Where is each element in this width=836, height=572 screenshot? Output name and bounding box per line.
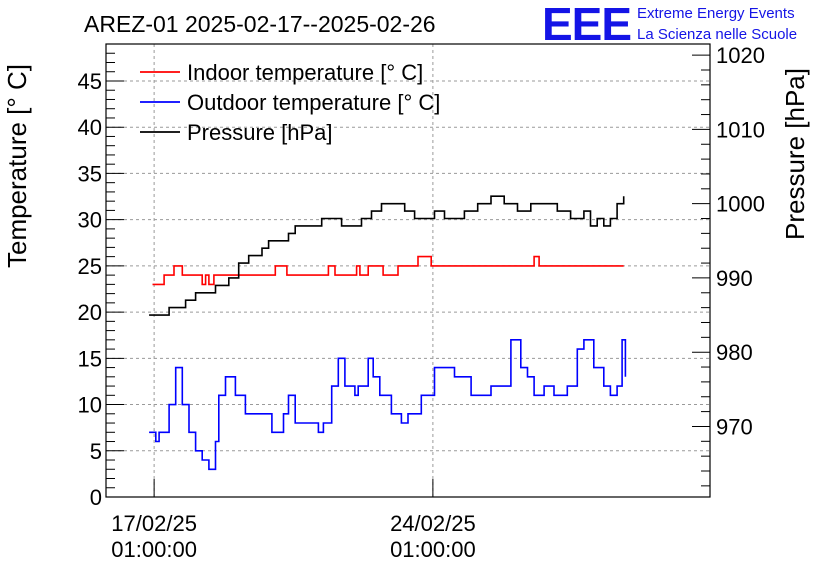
chart-title: AREZ-01 2025-02-17--2025-02-26 (84, 11, 436, 37)
legend-label-2: Outdoor temperature [° C] (187, 90, 440, 115)
y-tick-label: 40 (78, 115, 102, 140)
eee-logo: EEE Extreme Energy Events La Scienza nel… (542, 0, 797, 50)
series-line-2 (149, 339, 627, 471)
y2-tick-label: 980 (716, 340, 753, 365)
x-tick-date: 17/02/25 (111, 511, 197, 536)
y2-tick-label: 1000 (716, 192, 765, 217)
y-tick-label: 45 (78, 69, 102, 94)
logo-line1: Extreme Energy Events (637, 5, 795, 22)
y2-tick-label: 1010 (716, 117, 765, 142)
y-tick-label: 15 (78, 346, 102, 371)
x-tick-time: 01:00:00 (390, 537, 476, 562)
y-tick-label: 25 (78, 254, 102, 279)
logo-mark: EEE (542, 0, 631, 50)
y-tick-label: 5 (90, 439, 102, 464)
legend: Indoor temperature [° C] Outdoor temperat… (140, 60, 440, 145)
y-tick-label: 35 (78, 161, 102, 186)
y-tick-label: 10 (78, 393, 102, 418)
axes: 0 5 10 15 20 25 30 35 40 45 970 980 990 1000 1010 1020 1… (78, 43, 765, 562)
series-line-1 (152, 255, 624, 286)
y2-tick-label: 970 (716, 414, 753, 439)
legend-label-1: Indoor temperature [° C] (187, 60, 423, 85)
series-line-3 (149, 195, 625, 316)
x-tick-time: 01:00:00 (111, 537, 197, 562)
logo-line2: La Scienza nelle Scuole (637, 26, 797, 43)
right-axis-title: Pressure [hPa] (780, 68, 810, 240)
y2-tick-label: 1020 (716, 43, 765, 68)
y-tick-label: 30 (78, 208, 102, 233)
x-tick-date: 24/02/25 (390, 511, 476, 536)
legend-label-3: Pressure [hPa] (187, 120, 333, 145)
left-axis-title: Temperature [° C] (2, 64, 32, 268)
y-tick-label: 0 (90, 485, 102, 510)
y-tick-label: 20 (78, 300, 102, 325)
plot-frame (105, 43, 711, 498)
series-lines (149, 195, 627, 471)
y2-tick-label: 990 (716, 266, 753, 291)
